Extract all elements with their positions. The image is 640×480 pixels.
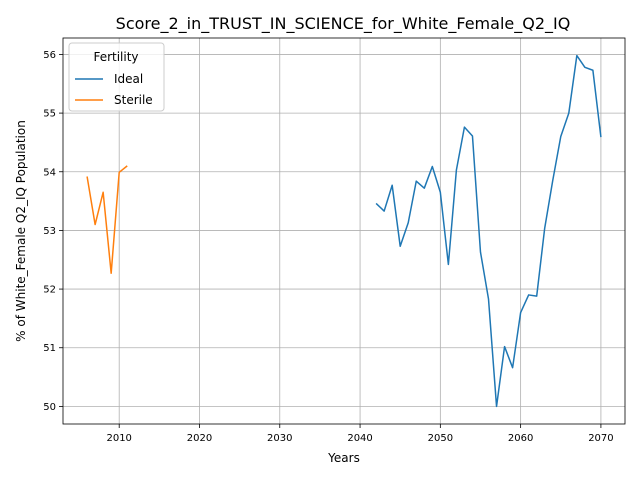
- x-axis-label: Years: [327, 451, 360, 465]
- x-tick-label: 2030: [267, 433, 292, 444]
- y-axis: 50 51 52 53 54 55 56: [43, 50, 63, 413]
- plot-area: [62, 37, 626, 425]
- x-tick-label: 2050: [428, 433, 453, 444]
- series-line-sterile: [86, 165, 128, 274]
- chart-title: Score_2_in_TRUST_IN_SCIENCE_for_White_Fe…: [116, 14, 571, 34]
- x-tick-label: 2040: [347, 433, 372, 444]
- series-layer: [86, 54, 602, 408]
- series-line-ideal: [375, 54, 602, 408]
- x-tick-label: 2010: [106, 433, 131, 444]
- legend-items: Ideal Sterile: [75, 72, 153, 107]
- legend-label-sterile: Sterile: [114, 93, 153, 107]
- y-tick-label: 51: [43, 343, 56, 354]
- x-tick-label: 2020: [187, 433, 212, 444]
- y-tick-label: 56: [43, 50, 56, 61]
- y-tick-label: 53: [43, 226, 56, 237]
- y-tick-label: 52: [43, 285, 56, 296]
- y-tick-label: 54: [43, 167, 56, 178]
- x-tick-label: 2070: [588, 433, 613, 444]
- y-axis-label: % of White_Female Q2_IQ Population: [14, 120, 28, 342]
- y-tick-label: 50: [43, 402, 56, 413]
- x-axis: 2010 2020 2030 2040 2050 2060 2070: [106, 424, 614, 444]
- legend-label-ideal: Ideal: [114, 72, 143, 86]
- legend-title: Fertility: [93, 50, 138, 64]
- legend: Fertility Ideal Sterile: [68, 42, 165, 112]
- y-tick-label: 55: [43, 109, 56, 120]
- legend-box: [68, 42, 165, 112]
- grid-lines: [63, 38, 625, 424]
- x-tick-label: 2060: [508, 433, 533, 444]
